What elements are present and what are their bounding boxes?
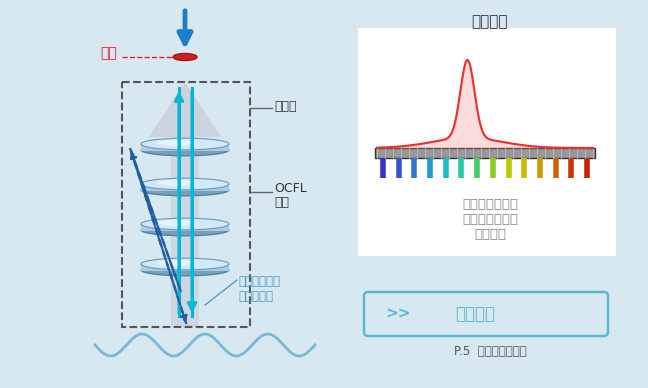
Text: P.5  粗糙面的平坦度: P.5 粗糙面的平坦度 (454, 345, 526, 358)
Text: 粗糙面产生的: 粗糙面产生的 (238, 275, 280, 288)
Ellipse shape (156, 260, 194, 266)
Text: OCFL: OCFL (274, 182, 307, 194)
Ellipse shape (141, 218, 229, 230)
Bar (141, 224, 229, 231)
Ellipse shape (141, 258, 229, 270)
Bar (358, 28, 616, 256)
Text: 受光轮廓: 受光轮廓 (472, 14, 508, 29)
Ellipse shape (141, 138, 229, 150)
Ellipse shape (141, 144, 229, 156)
Text: 模块: 模块 (274, 196, 289, 208)
Text: 波形不会破坏，: 波形不会破坏， (462, 198, 518, 211)
Bar (375, 148, 595, 158)
Ellipse shape (141, 184, 229, 196)
Text: 针孔: 针孔 (100, 46, 117, 60)
FancyBboxPatch shape (364, 292, 608, 336)
Text: 仅测量点的颜色: 仅测量点的颜色 (462, 213, 518, 226)
Bar (141, 144, 229, 151)
Bar (122, 82, 250, 327)
Bar (141, 264, 229, 271)
Ellipse shape (141, 224, 229, 236)
Text: 多重反射光: 多重反射光 (238, 290, 273, 303)
Ellipse shape (141, 264, 229, 276)
Ellipse shape (173, 54, 197, 61)
Bar (141, 184, 229, 191)
Ellipse shape (156, 140, 194, 146)
Polygon shape (149, 82, 221, 137)
Text: 稳定受光: 稳定受光 (474, 228, 506, 241)
Text: 白色光: 白色光 (274, 99, 297, 113)
Ellipse shape (156, 220, 194, 226)
Ellipse shape (141, 178, 229, 190)
Text: 解決事例: 解決事例 (455, 305, 495, 323)
Ellipse shape (156, 180, 194, 186)
Bar (171, 137, 199, 327)
Text: >>: >> (386, 307, 411, 322)
